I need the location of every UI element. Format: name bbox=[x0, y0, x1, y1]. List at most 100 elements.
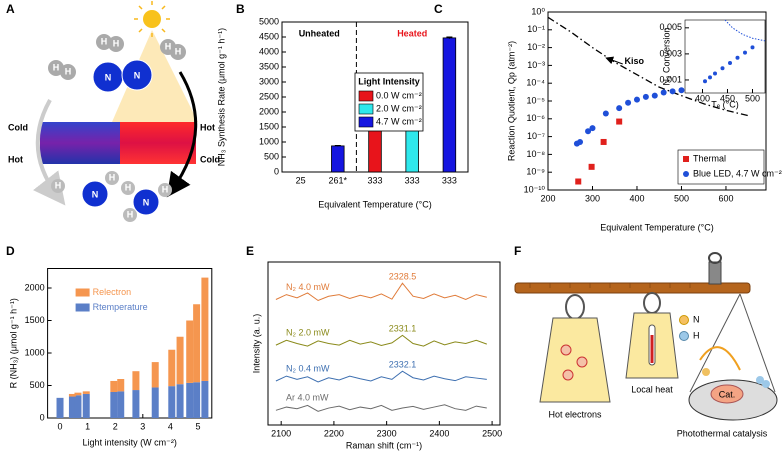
spectrum bbox=[275, 282, 487, 302]
point bbox=[589, 125, 596, 132]
balance-beam bbox=[514, 282, 751, 294]
panel-label: F bbox=[514, 244, 521, 258]
point bbox=[728, 61, 732, 66]
atom-label: H bbox=[53, 62, 60, 72]
legend-swatch bbox=[75, 288, 90, 297]
point bbox=[750, 45, 755, 50]
n-atom bbox=[81, 180, 109, 208]
error-bar bbox=[446, 36, 453, 39]
bar-segment bbox=[74, 392, 82, 396]
x-tick-label: 3 bbox=[140, 421, 145, 431]
n-atom bbox=[121, 59, 153, 91]
y-tick-label: 0 bbox=[40, 412, 45, 422]
bar-segment bbox=[117, 379, 125, 392]
bar-segment bbox=[68, 396, 76, 418]
hook-ring bbox=[708, 252, 722, 264]
y-axis-title: Reaction Quotient, Qp (atm⁻²) bbox=[506, 41, 516, 161]
atom-label: H bbox=[65, 66, 72, 76]
series-label: N₂ 0.4 mW bbox=[286, 363, 330, 373]
weight-label: Local heat bbox=[631, 384, 673, 394]
y-tick-label: 4000 bbox=[259, 46, 279, 56]
x-tick-label: 333 bbox=[405, 175, 420, 185]
cold-block bbox=[40, 122, 120, 164]
x-tick-label: 2100 bbox=[271, 428, 291, 438]
x-tick-label: 25 bbox=[296, 175, 306, 185]
point bbox=[720, 66, 725, 71]
hook bbox=[708, 261, 722, 285]
y-tick-label: 10⁻¹ bbox=[527, 24, 545, 34]
legend-label: 0.0 W cm⁻² bbox=[376, 90, 422, 100]
spectrum bbox=[275, 334, 487, 347]
point bbox=[651, 92, 658, 99]
y-tick-label: 500 bbox=[30, 380, 45, 390]
legend-label: N bbox=[693, 314, 700, 324]
legend-marker bbox=[683, 171, 689, 177]
x-tick-label: 2 bbox=[113, 421, 118, 431]
x-tick-label: 0 bbox=[58, 421, 63, 431]
point bbox=[708, 75, 712, 80]
y-tick-label: 10⁻¹⁰ bbox=[524, 184, 546, 194]
legend-n bbox=[679, 315, 689, 325]
legend-swatch bbox=[75, 303, 90, 312]
y-tick-label: 1500 bbox=[259, 121, 279, 131]
y-tick-label: 0.003 bbox=[659, 48, 682, 58]
y-tick-label: 10⁻⁴ bbox=[526, 78, 545, 88]
y-axis-title: N₂ Conversion bbox=[661, 27, 671, 85]
y-tick-label: 0 bbox=[274, 166, 279, 176]
curve-label: Kiso bbox=[625, 56, 645, 66]
x-tick-label: 450 bbox=[720, 93, 735, 103]
pan-string bbox=[689, 293, 741, 393]
legend-label: Thermal bbox=[693, 153, 726, 163]
x-tick-label: 333 bbox=[442, 175, 457, 185]
point bbox=[588, 163, 595, 170]
series-label: N₂ 2.0 mW bbox=[286, 328, 330, 338]
legend-label: Relectron bbox=[93, 287, 132, 297]
diagram-f: N H Cat. Hot electrons Local heat Photot… bbox=[514, 252, 778, 438]
bar-segment bbox=[110, 380, 118, 392]
h2-molecules bbox=[48, 34, 186, 222]
y-tick-label: 10⁻⁶ bbox=[527, 113, 546, 123]
point bbox=[577, 138, 584, 145]
diagram-a: Cold Hot Hot Cold H H H H H H H H H H H … bbox=[8, 1, 220, 222]
x-axis-title: Tₑ (°C) bbox=[711, 99, 738, 109]
atom-label: H bbox=[127, 209, 134, 219]
annotation: Heated bbox=[397, 28, 427, 38]
point bbox=[669, 88, 676, 95]
point bbox=[625, 99, 632, 106]
y-tick-label: 10⁰ bbox=[531, 6, 545, 16]
beam-scale bbox=[529, 283, 691, 288]
x-tick-label: 300 bbox=[585, 193, 600, 203]
atom-label: H bbox=[113, 38, 120, 48]
legend-label: 4.7 W cm⁻² bbox=[376, 116, 422, 126]
spectrum bbox=[275, 370, 487, 383]
x-tick-label: 261* bbox=[329, 175, 348, 185]
atom-label: N bbox=[134, 70, 141, 80]
pan-label: Photothermal catalysis bbox=[677, 428, 768, 438]
atom-label: H bbox=[55, 180, 62, 190]
atom-label: H bbox=[125, 182, 132, 192]
panel-label: B bbox=[236, 2, 245, 16]
light-cone bbox=[112, 30, 198, 122]
bar bbox=[442, 37, 457, 173]
bar-segment bbox=[168, 386, 176, 418]
weight-hot-electrons bbox=[539, 317, 611, 403]
side-label: Hot bbox=[8, 154, 23, 164]
series-label: Ar 4.0 mW bbox=[286, 393, 329, 403]
y-tick-label: 2000 bbox=[259, 106, 279, 116]
y-tick-label: 10⁻² bbox=[527, 42, 545, 52]
bar-segment bbox=[186, 320, 194, 383]
y-tick-label: 10⁻⁹ bbox=[526, 167, 545, 177]
bar-segment bbox=[168, 349, 176, 387]
y-tick-label: 10⁻⁷ bbox=[527, 131, 545, 141]
x-tick-label: 500 bbox=[674, 193, 689, 203]
plot-frame bbox=[684, 19, 766, 94]
y-tick-label: 3000 bbox=[259, 76, 279, 86]
point bbox=[713, 71, 717, 76]
bar-segment bbox=[82, 393, 90, 418]
plot-frame bbox=[267, 261, 501, 426]
x-tick-label: 2200 bbox=[324, 428, 344, 438]
bar-segment bbox=[110, 392, 118, 418]
x-tick-label: 5 bbox=[195, 421, 200, 431]
y-tick-label: 10⁻³ bbox=[527, 60, 545, 70]
